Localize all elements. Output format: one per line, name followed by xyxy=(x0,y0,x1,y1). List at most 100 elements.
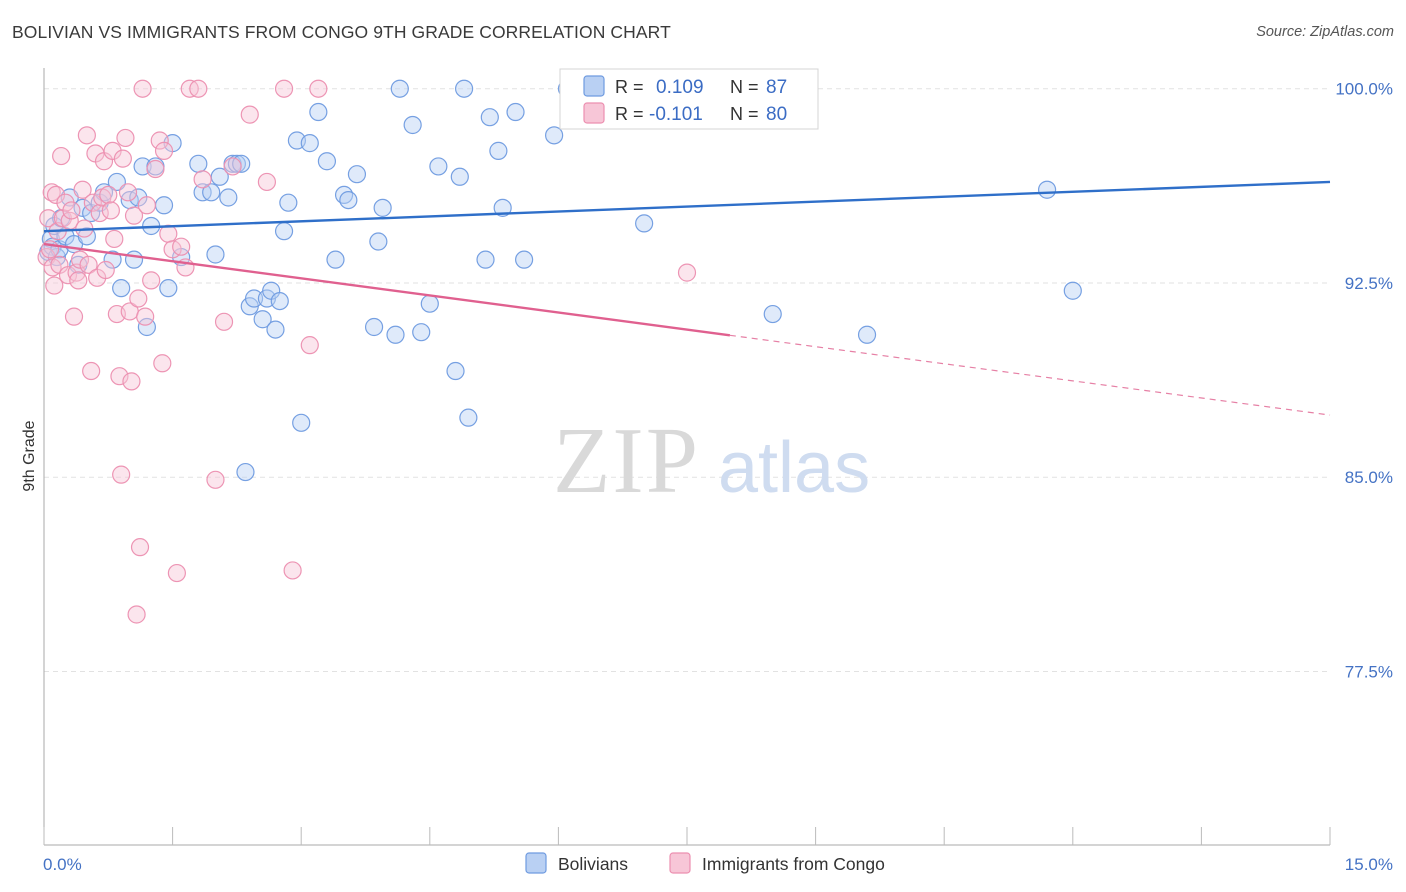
point-bolivians xyxy=(236,462,255,482)
point-bolivians xyxy=(373,198,392,217)
y-tick-label: 100.0% xyxy=(1335,80,1393,99)
point-bolivians xyxy=(857,325,877,344)
point-congo xyxy=(52,146,71,166)
point-bolivians xyxy=(219,188,238,207)
x-tick-label: 15.0% xyxy=(1345,855,1393,874)
point-bolivians xyxy=(347,165,367,184)
point-bolivians xyxy=(309,102,328,122)
point-congo xyxy=(105,229,124,249)
stats-legend-n-value-1: 80 xyxy=(766,104,787,125)
point-congo xyxy=(118,183,138,202)
point-bolivians xyxy=(390,79,409,98)
point-congo xyxy=(283,561,302,580)
point-congo xyxy=(73,180,92,199)
watermark: ZIP atlas xyxy=(553,409,870,513)
point-congo xyxy=(99,185,118,205)
trend-line-congo xyxy=(43,242,731,337)
y-tick-label: 77.5% xyxy=(1345,662,1393,681)
point-congo xyxy=(40,240,60,259)
point-congo xyxy=(153,354,172,373)
grid-lines xyxy=(44,88,1330,672)
point-congo xyxy=(116,128,135,148)
chart-title: BOLIVIAN VS IMMIGRANTS FROM CONGO 9TH GR… xyxy=(12,22,671,42)
point-bolivians xyxy=(489,141,508,160)
point-congo xyxy=(130,538,150,557)
point-congo xyxy=(300,336,319,355)
stats-legend-n-label-1: N = xyxy=(730,104,759,124)
y-tick-label: 85.0% xyxy=(1345,468,1393,487)
stats-legend-swatch-bolivians xyxy=(583,75,605,97)
y-tick-labels: 77.5% 85.0% 92.5% 100.0% xyxy=(1335,80,1393,682)
series-legend: Bolivians Immigrants from Congo xyxy=(525,852,885,874)
point-bolivians xyxy=(124,250,144,269)
point-congo xyxy=(189,79,208,98)
point-congo xyxy=(110,367,129,386)
y-tick-label: 92.5% xyxy=(1345,274,1393,293)
source-label: Source: ZipAtlas.com xyxy=(1256,24,1394,40)
legend-label-congo: Immigrants from Congo xyxy=(702,854,885,874)
point-congo xyxy=(82,361,101,381)
point-bolivians xyxy=(300,134,319,153)
point-bolivians xyxy=(369,232,388,251)
point-bolivians xyxy=(206,245,225,264)
point-congo xyxy=(172,237,191,256)
point-congo xyxy=(112,465,131,484)
point-congo xyxy=(70,250,90,269)
point-bolivians xyxy=(326,250,345,269)
point-congo xyxy=(69,271,88,290)
point-bolivians xyxy=(266,320,285,339)
point-congo xyxy=(113,149,132,168)
point-bolivians xyxy=(279,193,298,212)
stats-legend-r-label-0: R = xyxy=(615,77,644,97)
stats-legend-n-value-0: 87 xyxy=(766,77,787,98)
point-congo xyxy=(129,289,148,308)
point-congo xyxy=(193,170,212,189)
point-bolivians xyxy=(545,126,564,145)
point-bolivians xyxy=(459,408,478,427)
stats-legend: R = 0.109 N = 87 R = -0.101 N = 80 xyxy=(559,68,819,130)
point-congo xyxy=(214,312,234,331)
point-bolivians xyxy=(189,154,208,173)
point-congo xyxy=(96,260,115,280)
point-congo xyxy=(240,105,259,124)
point-bolivians xyxy=(154,196,174,215)
legend-swatch-bolivians xyxy=(525,852,547,874)
series-congo xyxy=(37,79,697,624)
point-bolivians xyxy=(339,190,358,210)
point-congo xyxy=(142,271,161,290)
point-bolivians xyxy=(253,310,272,329)
point-bolivians xyxy=(386,325,405,344)
point-congo xyxy=(309,79,328,98)
y-axis-title: 9th Grade xyxy=(21,420,38,491)
point-congo xyxy=(127,605,146,624)
point-congo xyxy=(136,307,155,326)
point-bolivians xyxy=(292,413,311,432)
point-bolivians xyxy=(317,152,337,171)
x-tick-label: 0.0% xyxy=(43,855,82,874)
point-bolivians xyxy=(1037,180,1057,199)
point-congo xyxy=(274,79,294,98)
point-congo xyxy=(677,263,697,282)
point-bolivians xyxy=(244,289,264,308)
point-congo xyxy=(257,172,277,192)
x-ticks xyxy=(43,827,1331,845)
point-bolivians xyxy=(112,279,131,298)
point-congo xyxy=(146,159,165,179)
legend-label-bolivians: Bolivians xyxy=(558,854,628,874)
point-congo xyxy=(122,372,141,391)
trend-lines xyxy=(43,180,1331,416)
point-congo xyxy=(137,196,156,215)
point-congo xyxy=(133,79,152,98)
point-bolivians xyxy=(429,157,448,176)
point-bolivians xyxy=(635,214,654,233)
point-bolivians xyxy=(412,323,431,342)
point-congo xyxy=(79,255,98,274)
point-congo xyxy=(124,206,144,225)
point-bolivians xyxy=(103,250,122,269)
legend-swatch-congo xyxy=(669,852,691,874)
point-congo xyxy=(46,185,66,205)
stats-legend-r-value-0: 0.109 xyxy=(656,77,704,98)
point-bolivians xyxy=(506,102,525,122)
point-bolivians xyxy=(1063,281,1082,300)
